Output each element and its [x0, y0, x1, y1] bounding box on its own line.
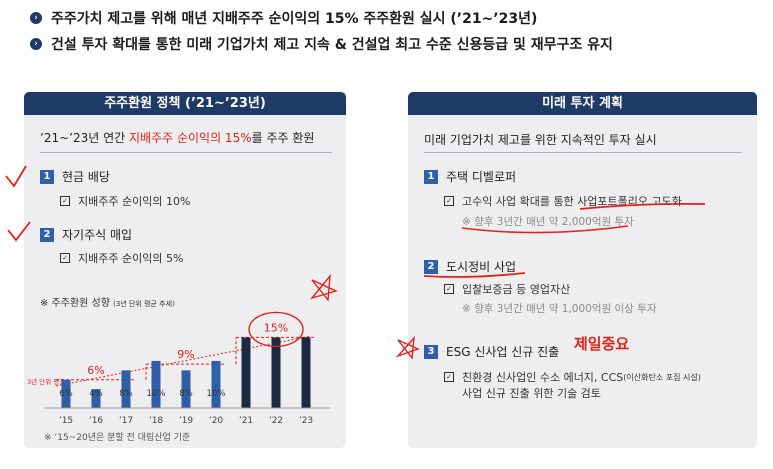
x-tick-label: ’23 — [299, 416, 313, 426]
right-panel-title: 미래 투자 계획 — [408, 92, 757, 115]
checkbox-icon: ✓ — [60, 196, 70, 206]
x-tick-label: ’19 — [179, 416, 194, 426]
left-item-2: 2 자기주식 매입 — [40, 226, 132, 243]
left-subtitle-post: 를 주주 환원 — [251, 131, 315, 145]
left-item-2-sub: ✓ 지배주주 순이익의 5% — [60, 250, 183, 266]
bar — [271, 337, 281, 408]
number-badge-2: 2 — [424, 259, 438, 274]
bar — [241, 337, 251, 408]
bar-label: 4% — [89, 389, 103, 399]
checkbox-icon: ✓ — [444, 372, 454, 382]
number-badge-2: 2 — [40, 227, 54, 242]
left-subtitle-pre: ’21~’23년 연간 — [40, 131, 129, 145]
handwritten-check-icon — [5, 165, 27, 188]
trend-arrow-line — [55, 335, 312, 387]
average-label: 15% — [264, 321, 288, 334]
x-tick-label: ’21 — [239, 416, 253, 426]
bar-label: 10% — [147, 389, 166, 399]
right-item-2-sub: ✓ 입찰보증금 등 영업자산 — [444, 281, 570, 297]
bar — [181, 370, 191, 408]
right-item-2-note: ※ 향후 3년간 매년 약 1,000억원 이상 투자 — [462, 303, 657, 315]
x-tick-label: ’15 — [59, 416, 73, 426]
left-divider — [40, 152, 332, 153]
right-item-2-label: 도시정비 사업 — [446, 260, 517, 274]
left-item-1: 1 현금 배당 — [40, 168, 110, 185]
left-subtitle: ’21~’23년 연간 지배주주 순이익의 15%를 주주 환원 — [40, 129, 314, 146]
number-badge-1: 1 — [40, 169, 54, 184]
right-item-1-note: ※ 향후 3년간 매년 약 2,000억원 투자 — [462, 216, 634, 228]
right-item-3-sub: ✓ 친환경 신사업인 수소 에너지, CCS (이산화탄소 포집 시설) — [444, 369, 701, 385]
right-item-3-label: ESG 신사업 신규 진출 — [446, 345, 560, 359]
chart-title-text: ※ 주주환원 성향 — [40, 298, 110, 309]
bar — [301, 337, 311, 408]
x-tick-label: ’20 — [209, 416, 224, 426]
checkbox-icon: ✓ — [60, 253, 70, 263]
left-item-1-label: 현금 배당 — [62, 170, 110, 184]
chart-title-small: (3년 단위 평균 추세) — [113, 300, 175, 308]
x-tick-label: ’16 — [89, 416, 104, 426]
bar — [211, 360, 221, 408]
legend-label: 3년 단위 평균 — [27, 377, 65, 386]
bar-label: 8% — [179, 389, 193, 399]
left-item-2-sub-text: 지배주주 순이익의 5% — [78, 252, 184, 265]
left-panel-title: 주주환원 정책 (’21~’23년) — [24, 92, 346, 115]
left-item-1-sub: ✓ 지배주주 순이익의 10% — [60, 193, 190, 209]
left-item-2-label: 자기주식 매입 — [62, 228, 133, 242]
right-subtitle: 미래 기업가치 제고를 위한 지속적인 투자 실시 — [424, 133, 657, 147]
handwritten-underline — [461, 225, 629, 234]
average-label: 6% — [87, 364, 104, 377]
handwritten-circle — [248, 311, 304, 348]
right-item-1: 1 주택 디벨로퍼 — [424, 168, 516, 185]
handwritten-star-icon — [310, 273, 338, 302]
chart-title: ※ 주주환원 성향 (3년 단위 평균 추세) — [40, 294, 175, 309]
right-item-3-sub-sup: (이산화탄소 포집 시설) — [623, 372, 701, 382]
header-bullet-2: › 건설 투자 확대를 통한 미래 기업가치 제고 지속 & 건설업 최고 수준… — [30, 34, 613, 54]
header-bullet-1: › 주주가치 제고를 위해 매년 지배주주 순이익의 15% 주주환원 실시 (… — [30, 8, 537, 28]
right-item-3: 3 ESG 신사업 신규 진출 — [424, 343, 559, 360]
number-badge-3: 3 — [424, 344, 438, 359]
bar — [61, 379, 71, 408]
chevron-right-icon: › — [30, 12, 42, 24]
number-badge-1: 1 — [424, 169, 438, 184]
bar — [151, 360, 161, 408]
handwritten-check-icon — [7, 221, 31, 242]
chevron-right-icon: › — [30, 38, 42, 50]
bar-label: 8% — [119, 389, 133, 399]
header-bullet-1-text: 주주가치 제고를 위해 매년 지배주주 순이익의 15% 주주환원 실시 (’2… — [51, 11, 538, 27]
handwritten-star-icon — [395, 335, 420, 360]
checkbox-icon: ✓ — [444, 196, 454, 206]
right-divider — [424, 152, 742, 153]
right-item-3-sub2: 사업 신규 진출 위한 기술 검토 — [462, 387, 601, 400]
bar-label: 6% — [59, 389, 73, 399]
checkbox-icon: ✓ — [444, 284, 454, 294]
x-tick-label: ’17 — [119, 416, 133, 426]
left-subtitle-highlight: 지배주주 순이익의 15% — [128, 131, 252, 145]
average-label: 9% — [177, 348, 194, 361]
handwritten-note: 제일중요 — [574, 335, 630, 353]
right-item-2: 2 도시정비 사업 — [424, 258, 516, 275]
chart-footnote: ※ ’15~20년은 분할 전 대림산업 기준 — [44, 433, 191, 443]
handwritten-underline — [579, 202, 706, 210]
bar-label: 10% — [207, 389, 226, 399]
right-item-2-sub-text: 입찰보증금 등 영업자산 — [462, 283, 571, 296]
handwritten-underline — [423, 272, 526, 278]
header-bullet-2-text: 건설 투자 확대를 통한 미래 기업가치 제고 지속 & 건설업 최고 수준 신… — [51, 37, 613, 53]
bar — [91, 389, 101, 408]
right-item-3-sub-text: 친환경 신사업인 수소 에너지, CCS — [462, 371, 624, 384]
x-tick-label: ’18 — [149, 416, 164, 426]
left-item-1-sub-text: 지배주주 순이익의 10% — [78, 195, 191, 208]
bar — [121, 370, 131, 408]
x-tick-label: ’22 — [269, 416, 283, 426]
handwritten-check-marks — [5, 165, 31, 242]
right-item-1-label: 주택 디벨로퍼 — [446, 170, 517, 184]
future-investment-panel: 미래 투자 계획 — [408, 92, 757, 448]
